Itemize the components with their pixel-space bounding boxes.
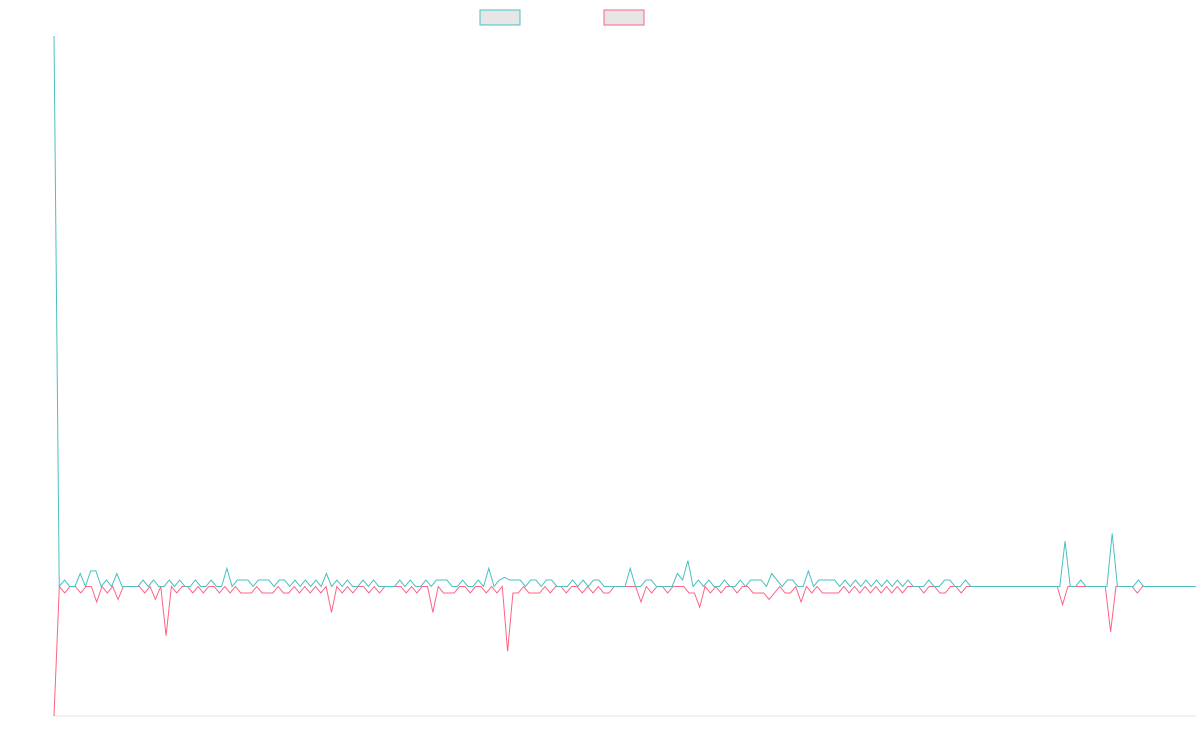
series-line-2 [53, 585, 1196, 717]
legend [479, 9, 645, 26]
legend-item-series-1[interactable] [479, 9, 521, 26]
legend-swatch-series-2 [603, 9, 645, 26]
legend-swatch-series-1 [479, 9, 521, 26]
legend-item-series-2[interactable] [603, 9, 645, 26]
series-line-1 [53, 35, 1196, 588]
series-layer [53, 35, 1196, 717]
